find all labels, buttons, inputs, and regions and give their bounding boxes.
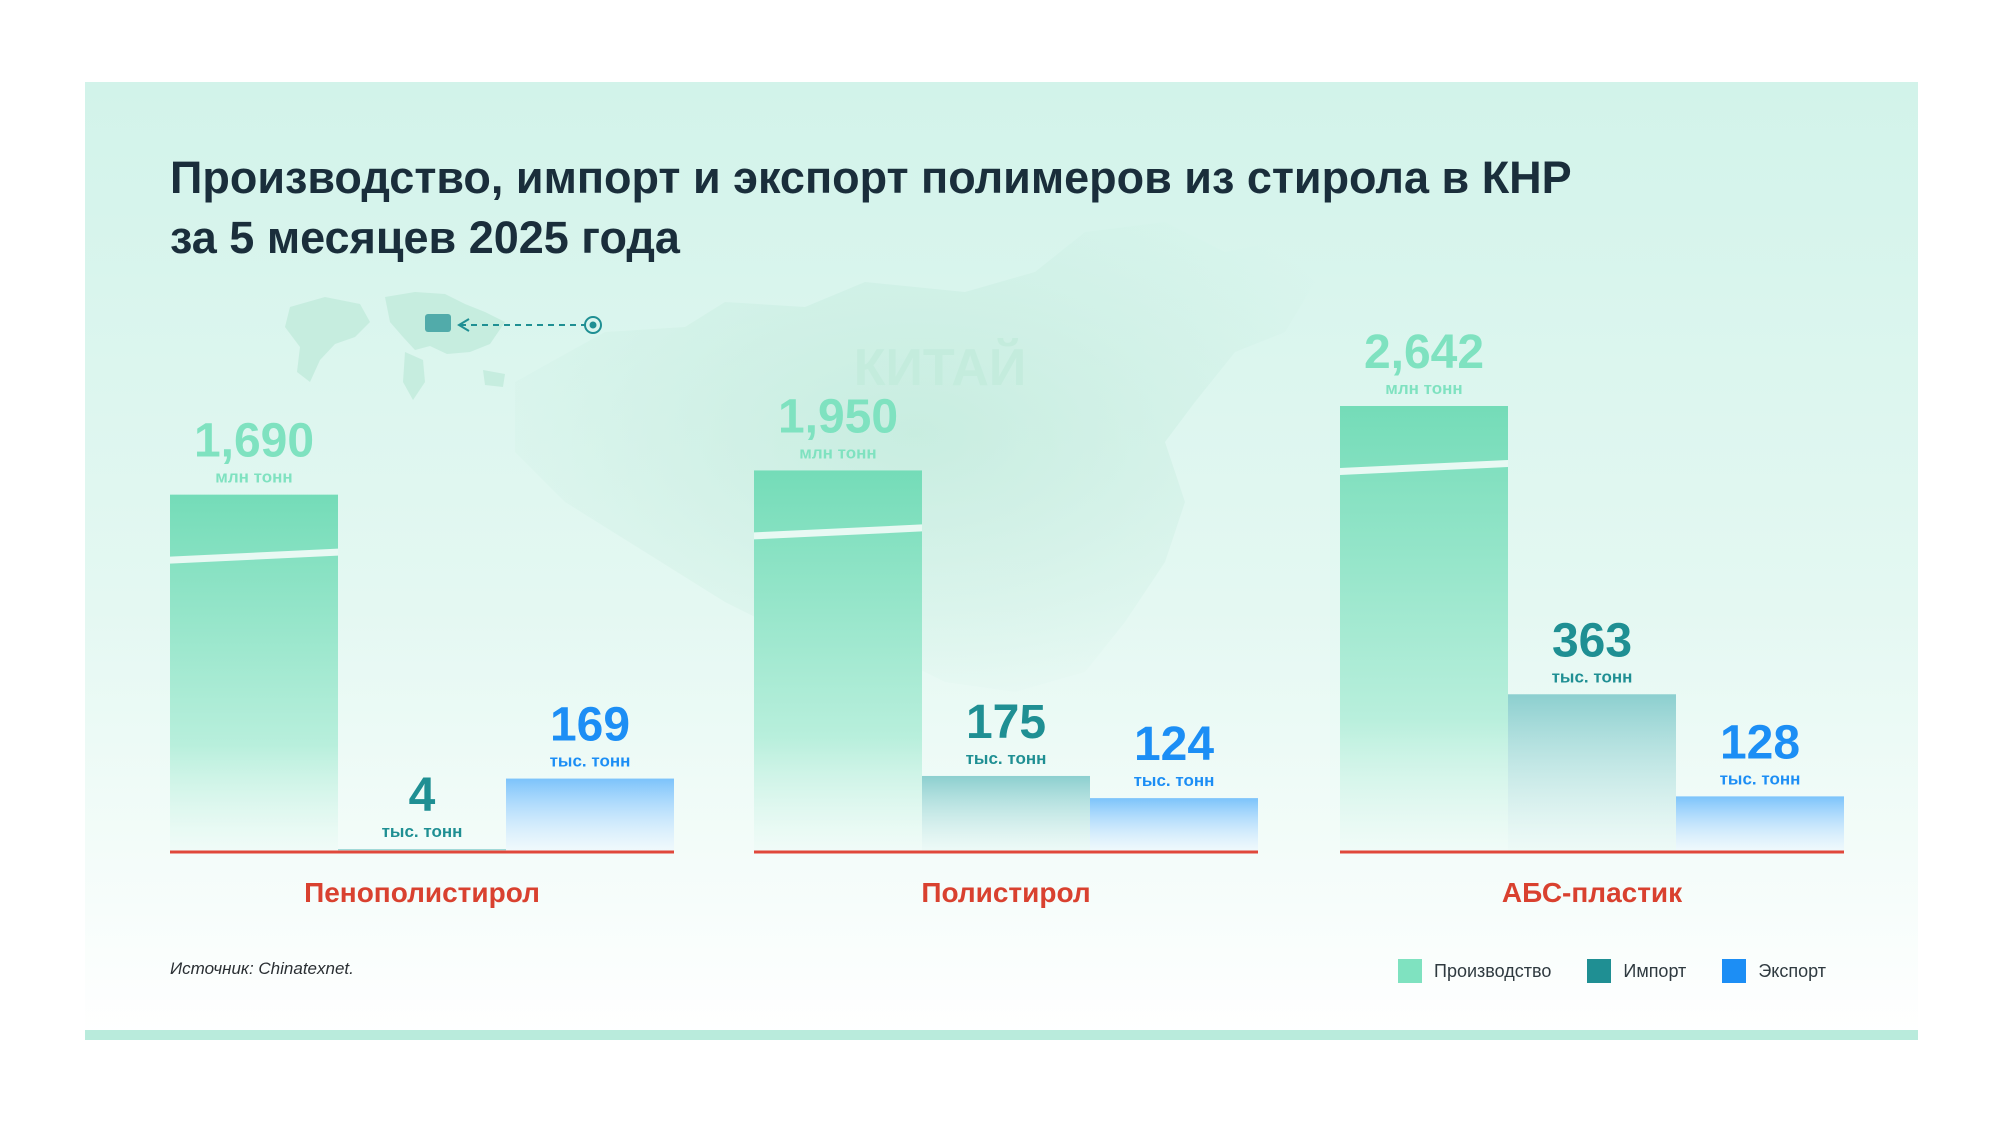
legend-label-production: Производство bbox=[1434, 960, 1552, 981]
value-label-production-1: 1,690 bbox=[194, 415, 314, 468]
source-note: Источник: Chinatexnet. bbox=[170, 959, 354, 978]
axis-break-3 bbox=[1340, 460, 1508, 475]
bar-export-2 bbox=[1090, 798, 1258, 852]
legend-item-export: Экспорт bbox=[1722, 959, 1826, 983]
unit-label-production-2: млн тонн bbox=[799, 443, 876, 462]
legend-item-production: Производство bbox=[1398, 959, 1551, 983]
category-label-3: АБС-пластик bbox=[1502, 877, 1683, 908]
unit-label-import-1: тыс. тонн bbox=[382, 822, 463, 841]
legend-label-import: Импорт bbox=[1623, 960, 1687, 981]
bar-import-2 bbox=[922, 775, 1090, 852]
legend-item-import: Импорт bbox=[1587, 959, 1686, 983]
unit-label-export-1: тыс. тонн bbox=[550, 752, 631, 771]
bar-production-3 bbox=[1340, 406, 1508, 852]
title-line-2: за 5 месяцев 2025 года bbox=[170, 212, 680, 263]
category-label-2: Полистирол bbox=[921, 877, 1090, 908]
axis-break-2 bbox=[754, 524, 922, 540]
value-label-export-2: 124 bbox=[1134, 718, 1214, 771]
legend: Производство Импорт Экспорт bbox=[1398, 958, 1826, 984]
unit-label-production-1: млн тонн bbox=[215, 468, 292, 487]
value-label-production-2: 1,950 bbox=[778, 390, 898, 443]
bar-export-1 bbox=[506, 778, 674, 852]
bar-export-3 bbox=[1676, 796, 1844, 852]
chart-title: Производство, импорт и экспорт полимеров… bbox=[170, 148, 1770, 268]
bar-import-3 bbox=[1508, 694, 1676, 852]
bottom-stripe bbox=[85, 1030, 1918, 1040]
unit-label-export-2: тыс. тонн bbox=[1134, 771, 1215, 790]
value-label-production-3: 2,642 bbox=[1364, 326, 1484, 379]
legend-label-export: Экспорт bbox=[1758, 960, 1826, 981]
unit-label-import-2: тыс. тонн bbox=[966, 749, 1047, 768]
value-label-import-1: 4 bbox=[409, 769, 436, 822]
value-label-export-3: 128 bbox=[1720, 716, 1800, 769]
axis-break-1 bbox=[170, 548, 338, 564]
legend-swatch-import bbox=[1587, 959, 1612, 983]
unit-label-production-3: млн тонн bbox=[1385, 379, 1462, 398]
unit-label-export-3: тыс. тонн bbox=[1720, 769, 1801, 788]
legend-swatch-production bbox=[1398, 959, 1422, 983]
title-line-1: Производство, импорт и экспорт полимеров… bbox=[170, 152, 1572, 203]
value-label-export-1: 169 bbox=[550, 699, 630, 752]
unit-label-import-3: тыс. тонн bbox=[1552, 667, 1633, 686]
legend-swatch-export bbox=[1722, 959, 1747, 983]
value-label-import-2: 175 bbox=[966, 696, 1046, 749]
bar-production-1 bbox=[170, 494, 338, 852]
value-label-import-3: 363 bbox=[1552, 614, 1632, 667]
category-label-1: Пенополистирол bbox=[304, 877, 540, 908]
